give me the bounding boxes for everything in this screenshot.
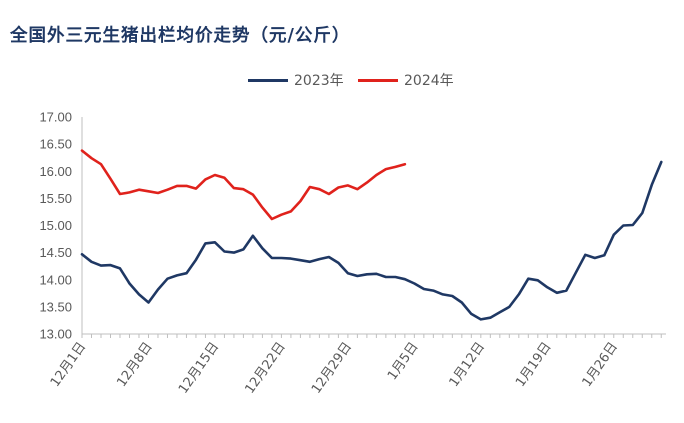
x-tick-label: 12月15日 [176, 340, 222, 397]
y-tick-label: 15.00 [39, 218, 72, 233]
y-tick-label: 17.00 [39, 110, 72, 125]
legend-swatch-2023 [248, 78, 288, 82]
x-tick-label: 12月1日 [48, 340, 89, 390]
y-tick-label: 13.00 [39, 327, 72, 342]
chart-legend: 2023年 2024年 [0, 70, 684, 90]
y-tick-label: 14.00 [39, 272, 72, 287]
series-line-0 [80, 160, 663, 321]
chart-title: 全国外三元生猪出栏均价走势（元/公斤） [10, 26, 351, 46]
y-tick-label: 15.50 [39, 191, 72, 206]
series-layer [80, 149, 663, 321]
x-tick-label: 12月8日 [114, 340, 155, 390]
legend-label-2024: 2024年 [404, 73, 454, 89]
x-tick-label: 1月26日 [580, 340, 621, 390]
y-axis: 13.00 13.50 14.00 14.50 15.00 15.50 16.00 16.50… [39, 110, 83, 342]
y-tick-label: 16.00 [39, 164, 72, 179]
legend-swatch-2024 [358, 78, 398, 82]
x-tick-label: 12月22日 [243, 340, 289, 397]
x-axis: 12月1日 12月8日 12月15日 12月22日 12月29日 1月5日 1月12日 1月1… [48, 333, 666, 397]
legend-item-2023: 2023年 [248, 70, 344, 90]
legend-item-2024: 2024年 [358, 70, 454, 90]
y-tick-label: 14.50 [39, 245, 72, 260]
legend-label-2023: 2023年 [294, 73, 344, 89]
x-tick-label: 1月12日 [447, 340, 488, 390]
y-tick-label: 13.50 [39, 299, 72, 314]
x-tick-label: 1月19日 [513, 340, 554, 390]
y-tick-label: 16.50 [39, 137, 72, 152]
x-tick-label: 12月29日 [309, 340, 355, 397]
x-tick-label: 1月5日 [385, 340, 422, 383]
series-line-1 [80, 149, 407, 221]
